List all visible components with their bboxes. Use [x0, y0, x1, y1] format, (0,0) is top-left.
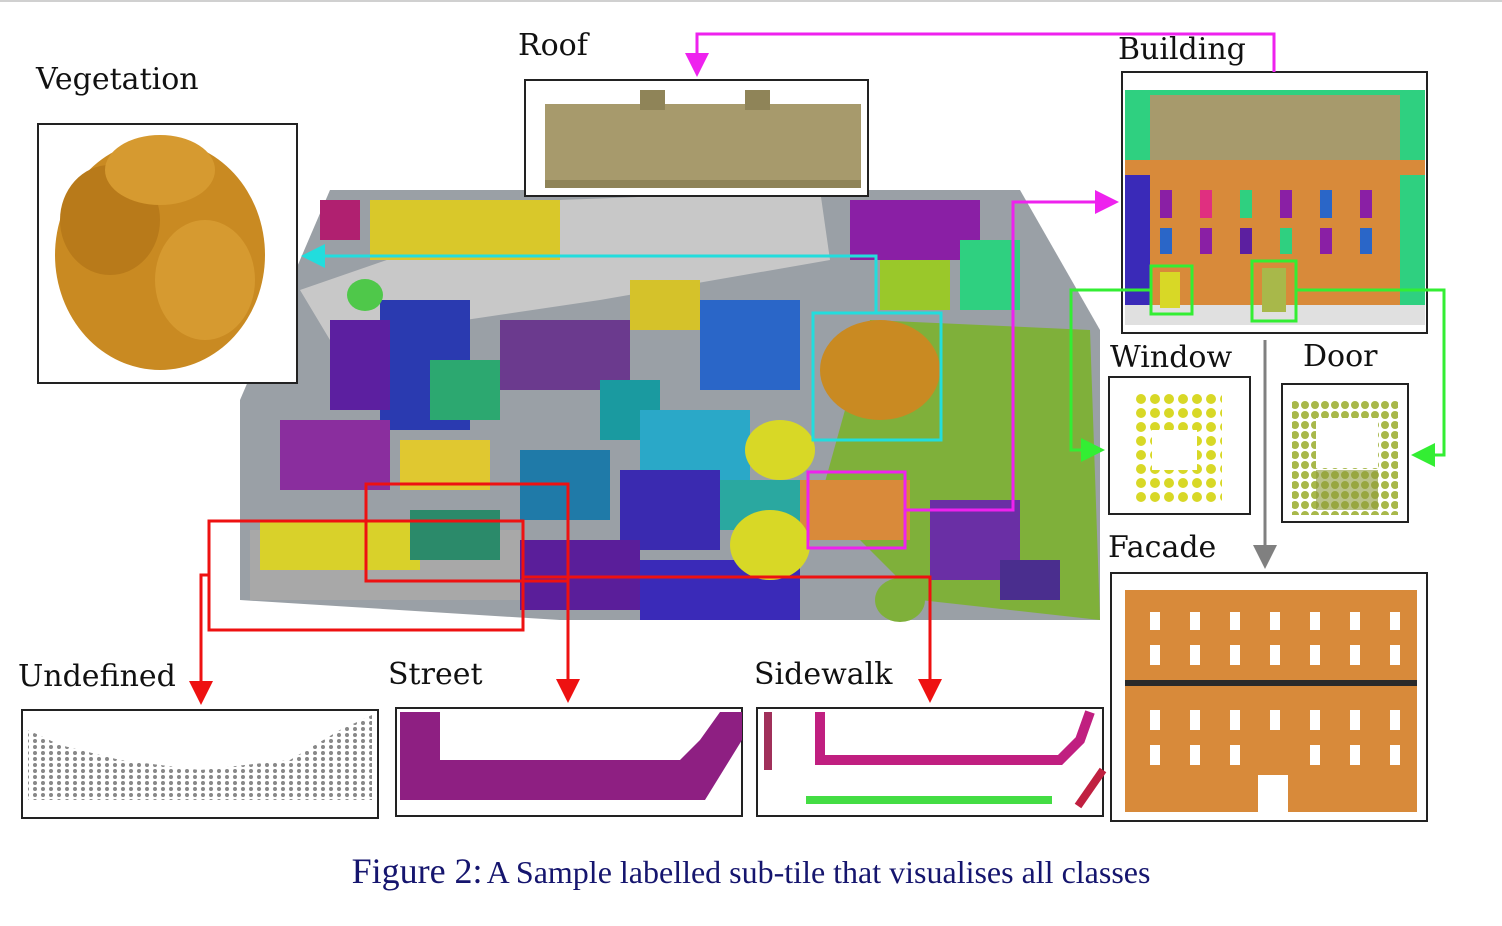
roof-inset [524, 79, 869, 197]
top-rule [0, 0, 1502, 2]
label-street: Street [388, 657, 483, 692]
arrow-city-to-building [905, 190, 1119, 512]
sidewalk-inset [756, 707, 1107, 817]
label-vegetation: Vegetation [36, 62, 199, 97]
window-inset [1108, 376, 1251, 515]
arrow-building-to-roof [685, 32, 1276, 77]
arrow-to-door [1296, 288, 1446, 467]
arrow-to-undefined [189, 573, 213, 705]
arrow-to-sidewalk [523, 575, 942, 703]
label-undefined: Undefined [18, 659, 176, 694]
label-building: Building [1118, 32, 1246, 67]
facade-inset [1110, 572, 1428, 822]
vegetation-inset [37, 123, 298, 384]
building-inset [1121, 71, 1428, 334]
arrow-to-window [1069, 288, 1151, 462]
figure-caption: Figure 2: A Sample labelled sub-tile tha… [0, 850, 1502, 892]
caption-text: A Sample labelled sub-tile that visualis… [486, 854, 1151, 890]
door-inset [1281, 383, 1409, 523]
street-inset [395, 707, 743, 817]
label-sidewalk: Sidewalk [754, 657, 893, 692]
figure-panel [21, 32, 1446, 822]
label-door: Door [1303, 339, 1378, 374]
undefined-inset [21, 709, 379, 819]
figure-number: Figure 2: [351, 851, 483, 891]
label-facade: Facade [1108, 530, 1217, 565]
label-roof: Roof [518, 28, 588, 63]
city-point-cloud [240, 190, 1100, 622]
label-window: Window [1110, 340, 1233, 375]
street-highlight-box [364, 482, 570, 583]
arrow-to-vegetation [301, 244, 878, 313]
